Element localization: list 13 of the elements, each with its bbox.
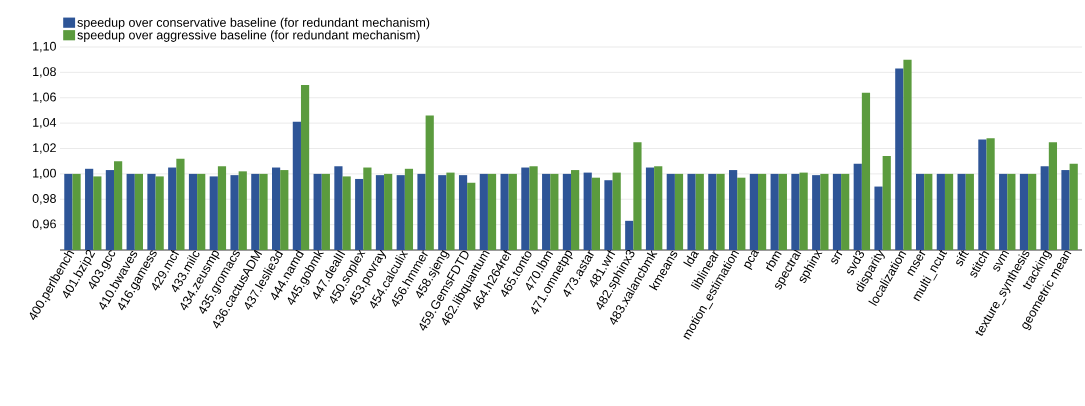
y-tick-label: 1,04 (33, 117, 57, 129)
x-tick-label: pca (743, 250, 760, 271)
x-tick-label: srr (831, 249, 843, 265)
y-tick-label: 1,08 (33, 67, 56, 78)
y-tick-label: 1,06 (33, 92, 56, 103)
legend-label: speedup over conservative baseline (for redundant mechanism) (77, 17, 430, 30)
y-tick-label: 0,98 (32, 194, 56, 205)
x-tick-label: sift (956, 250, 969, 267)
y-tick-label: 1,02 (33, 143, 56, 154)
y-tick-label: 0,96 (32, 219, 56, 230)
y-tick-label: 1,10 (33, 41, 56, 53)
y-tick-label: 1,00 (33, 168, 56, 180)
legend-label: speedup over aggressive baseline (for redundant mechanism) (77, 30, 420, 42)
